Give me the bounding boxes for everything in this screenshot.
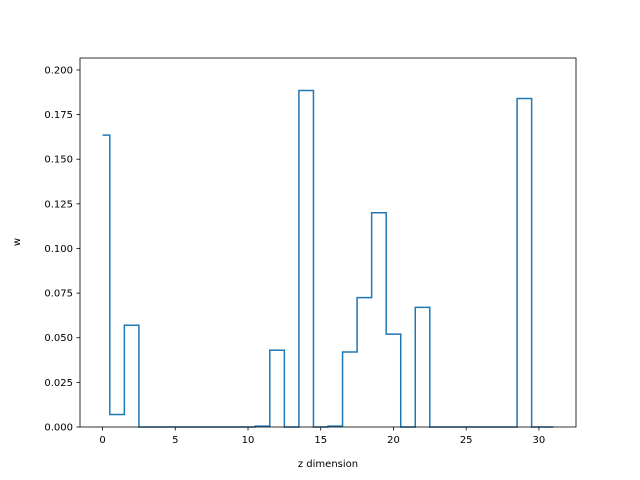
y-tick-label: 0.150: [44, 155, 73, 166]
y-tick-label: 0.075: [44, 289, 73, 300]
x-tick-label: 25: [460, 435, 473, 446]
y-tick-label: 0.100: [44, 244, 73, 255]
x-tick-label: 20: [387, 435, 400, 446]
x-axis-label: z dimension: [298, 459, 358, 470]
y-tick-label: 0.125: [44, 199, 73, 210]
series-step-line: [102, 89, 554, 428]
y-tick-label: 0.175: [44, 110, 73, 121]
y-tick-label: 0.025: [44, 378, 73, 389]
x-tick-label: 15: [314, 435, 327, 446]
y-tick-label: 0.000: [44, 423, 73, 434]
y-axis-label: w: [12, 238, 23, 246]
x-tick-label: 0: [99, 435, 105, 446]
plot-area-frame: [79, 57, 577, 428]
x-tick-label: 5: [172, 435, 178, 446]
y-tick-label: 0.050: [44, 333, 73, 344]
y-axis-ticks: 0.000 0.025 0.050 0.075 0.100 0.125 0.150 0.175…: [44, 65, 80, 434]
x-axis-ticks: 0 5 10 15 20 25 30: [99, 427, 545, 446]
x-tick-label: 30: [533, 435, 546, 446]
y-tick-label: 0.200: [44, 65, 73, 76]
x-tick-label: 10: [242, 435, 255, 446]
